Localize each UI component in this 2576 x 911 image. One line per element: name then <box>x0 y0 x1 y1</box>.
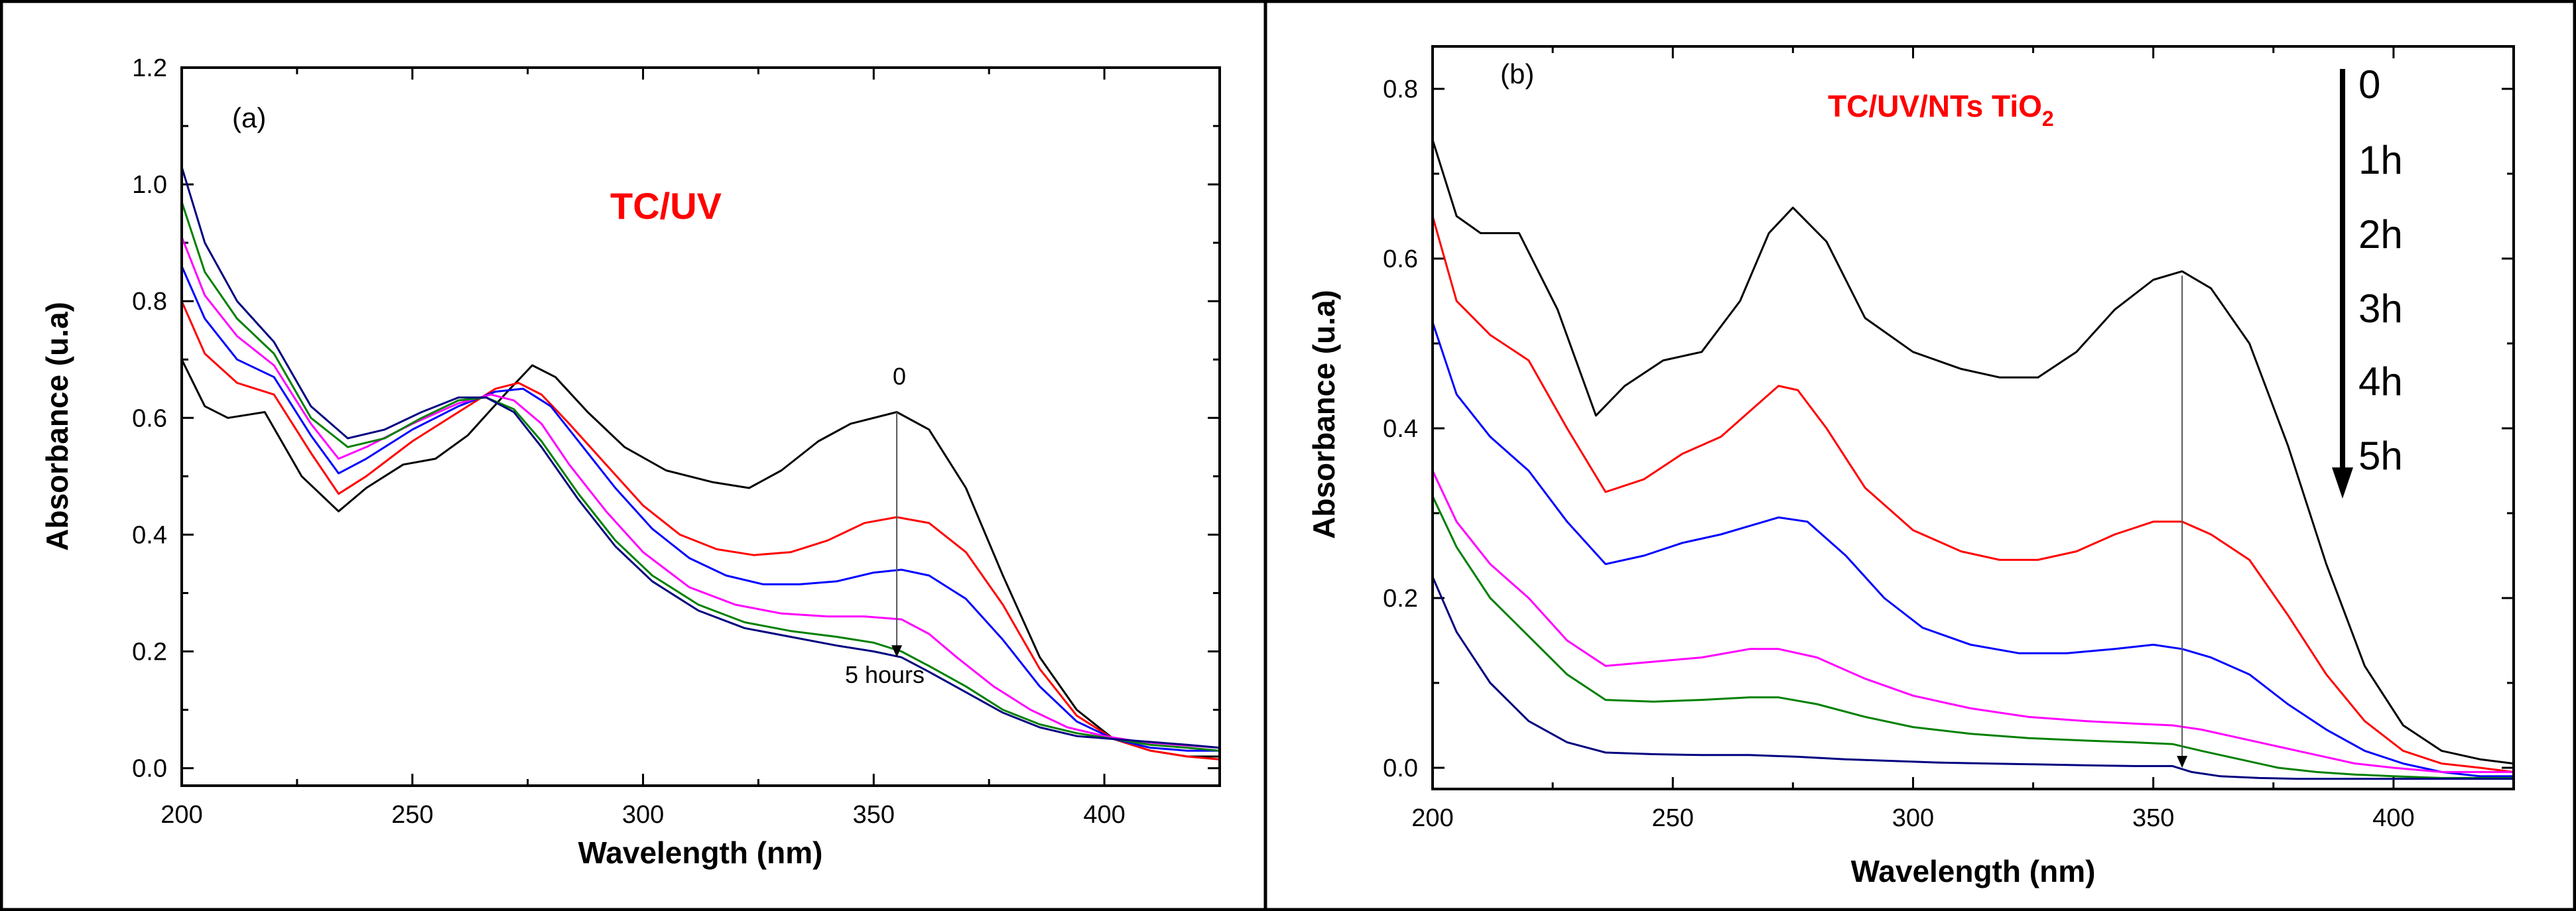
series-line-5h <box>1431 576 2514 780</box>
y-tick-label: 0.6 <box>132 404 167 432</box>
panel-a-annotation-start: 0 <box>893 363 906 390</box>
time-legend-arrow-head <box>2332 467 2353 499</box>
panel-b-title: TC/UV/NTs TiO2 <box>1828 89 2054 131</box>
panel-b-label: (b) <box>1500 58 1534 90</box>
panel-b-time-legend: 0 1h 2h 3h 4h 5h <box>2332 62 2403 499</box>
panel-b-decay-arrow <box>2177 275 2188 768</box>
panel-b-title-main: TC/UV/NTs TiO <box>1828 89 2042 123</box>
x-tick-label: 200 <box>161 801 202 829</box>
series-line-0 <box>1431 139 2514 765</box>
x-tick-label: 350 <box>853 801 895 829</box>
panel-b-y-axis-label: Absorbance (u.a) <box>1307 290 1341 539</box>
y-tick-label: 0.4 <box>132 521 167 549</box>
chart-panel-a: 200 250 300 350 400 0.0 0.2 0.4 0.6 0.8 1.0 1.2 (a)… <box>40 54 1221 870</box>
series-line-4h <box>180 202 1220 752</box>
panel-b-x-axis-label: Wavelength (nm) <box>1851 854 2096 888</box>
y-tick-label: 0.8 <box>1383 76 1418 103</box>
panel-a-plot-frame <box>180 66 1221 787</box>
panel-b-series <box>1431 139 2514 780</box>
panel-a-x-axis-label: Wavelength (nm) <box>578 835 823 870</box>
series-line-1h <box>180 300 1220 760</box>
panel-a-decay-arrow <box>891 412 903 658</box>
x-tick-label: 350 <box>2132 804 2174 832</box>
series-line-2h <box>180 265 1220 752</box>
decay-arrow-head <box>2177 756 2188 768</box>
y-tick-label: 0.0 <box>132 755 167 783</box>
panel-a-annotation-end: 5 hours <box>845 661 925 688</box>
series-line-5h <box>180 166 1220 749</box>
panel-b-ticks: 200 250 300 350 400 0.0 0.2 0.4 0.6 0.8 <box>1383 46 2515 832</box>
series-line-3h <box>180 236 1220 749</box>
time-label-4h: 4h <box>2358 359 2403 404</box>
panel-a-label: (a) <box>232 102 266 133</box>
y-tick-label: 1.2 <box>132 54 167 82</box>
chart-panel-b: 200 250 300 350 400 0.0 0.2 0.4 0.6 0.8 (b) TC/UV… <box>1307 45 2515 888</box>
y-tick-label: 0.2 <box>1383 585 1418 613</box>
y-tick-label: 0.8 <box>132 288 167 316</box>
panel-b-title-subscript: 2 <box>2042 107 2054 131</box>
decay-arrow-head <box>891 645 903 658</box>
panel-a-title: TC/UV <box>610 185 722 227</box>
y-tick-label: 0.2 <box>132 638 167 666</box>
series-line-1h <box>1431 215 2514 773</box>
x-tick-label: 200 <box>1411 804 1453 832</box>
time-label-3h: 3h <box>2358 286 2403 331</box>
time-label-5h: 5h <box>2358 434 2403 478</box>
y-tick-label: 0.4 <box>1383 415 1418 443</box>
x-tick-label: 400 <box>1083 801 1125 829</box>
y-tick-label: 0.0 <box>1383 755 1418 782</box>
x-tick-label: 400 <box>2372 804 2414 832</box>
x-tick-label: 250 <box>1652 804 1694 832</box>
series-line-3h <box>1431 470 2514 773</box>
panel-b-plot-frame <box>1431 45 2515 790</box>
time-label-0: 0 <box>2358 62 2380 107</box>
y-tick-label: 0.6 <box>1383 245 1418 273</box>
series-line-4h <box>1431 495 2514 779</box>
series-line-0 <box>180 359 1220 758</box>
panel-a-ticks: 200 250 300 350 400 0.0 0.2 0.4 0.6 0.8 1.0 1.2 <box>132 54 1221 829</box>
time-label-1h: 1h <box>2358 138 2403 182</box>
y-tick-label: 1.0 <box>132 171 167 199</box>
panel-a-y-axis-label: Absorbance (u.a) <box>40 302 74 551</box>
x-tick-label: 300 <box>1892 804 1934 832</box>
series-line-2h <box>1431 322 2514 778</box>
panel-a-series <box>180 166 1220 760</box>
time-label-2h: 2h <box>2358 212 2403 257</box>
x-tick-label: 300 <box>622 801 664 829</box>
x-tick-label: 250 <box>391 801 433 829</box>
